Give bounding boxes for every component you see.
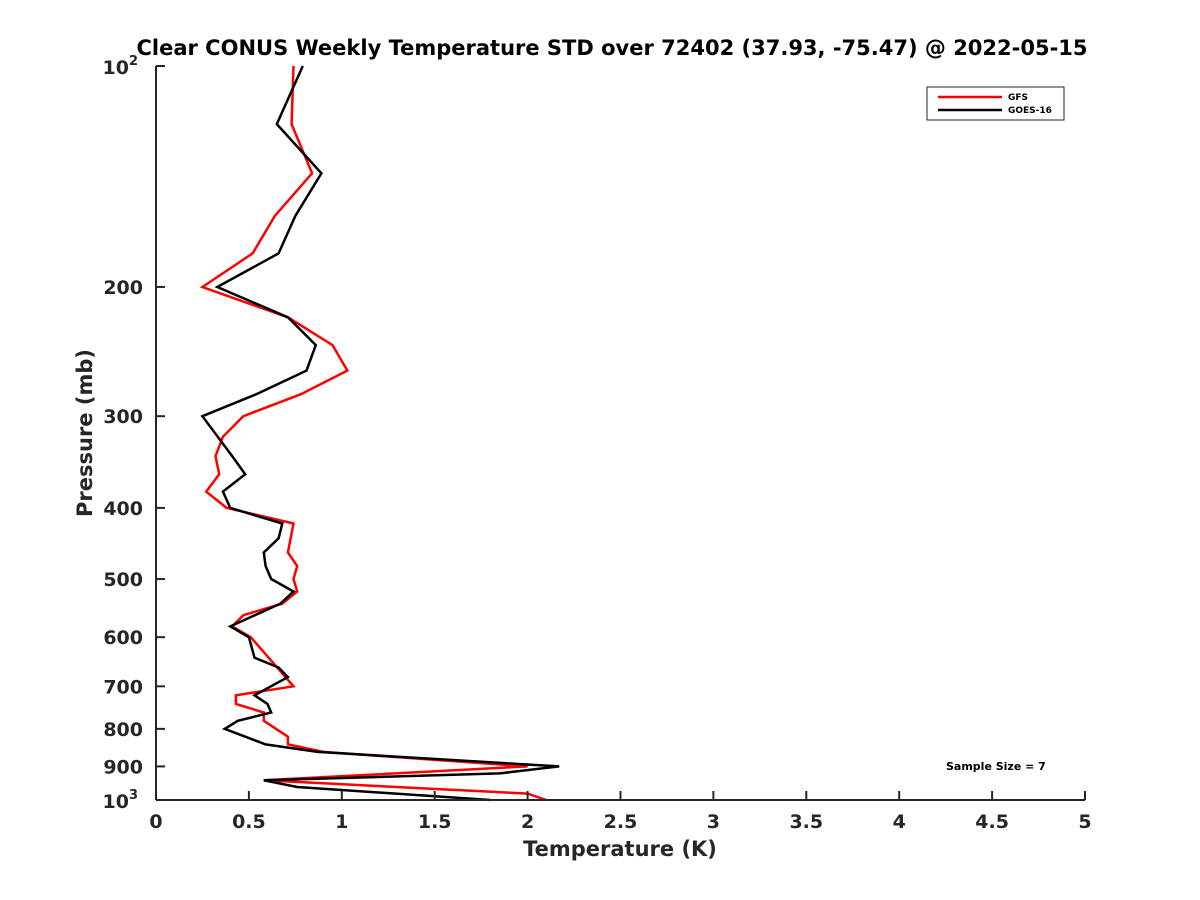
sample-size-annotation: Sample Size = 7 (946, 760, 1046, 773)
x-tick-label: 0.5 (232, 811, 266, 833)
x-tick-label: 4 (893, 811, 906, 833)
series-line-gfs (199, 65, 547, 802)
x-tick-label: 2.5 (604, 811, 638, 833)
y-tick-label: 500 (103, 569, 143, 591)
y-tick-label: 200 (103, 277, 143, 299)
y-axis-label: Pressure (mb) (73, 349, 97, 517)
chart-title: Clear CONUS Weekly Temperature STD over … (136, 36, 1087, 60)
x-tick-label: 3.5 (789, 811, 823, 833)
y-tick-label: 10 (103, 57, 129, 79)
x-tick-label: 1 (335, 811, 348, 833)
series-layer (199, 65, 560, 802)
y-tick-label-base: 10 (103, 57, 129, 79)
y-tick-label-base: 10 (103, 791, 129, 813)
x-tick-label: 3 (707, 811, 720, 833)
y-tick-label-exponent: 2 (129, 54, 138, 69)
x-axis-label: Temperature (K) (523, 837, 717, 861)
x-tick-label: 2 (521, 811, 534, 833)
y-tick-label-exponent: 3 (129, 788, 138, 803)
x-tick-label: 0 (149, 811, 162, 833)
y-tick-label: 800 (103, 719, 143, 741)
y-tick-label: 300 (103, 406, 143, 428)
legend-label-gfs: GFS (1008, 93, 1028, 103)
legend-box (926, 86, 1065, 121)
y-tick-label: 10 (103, 791, 129, 813)
x-tick-label: 5 (1078, 811, 1091, 833)
x-tick-label: 1.5 (418, 811, 452, 833)
y-tick-label: 700 (103, 676, 143, 698)
x-tick-label: 4.5 (975, 811, 1009, 833)
y-tick-label: 600 (103, 627, 143, 649)
x-ticks: 0 0.5 1 1.5 2 2.5 3 3.5 4 4.5 5 (149, 791, 1092, 833)
legend: GFS GOES-16 (926, 86, 1065, 121)
series-line-goes16 (200, 65, 560, 802)
y-tick-label: 400 (103, 498, 143, 520)
legend-label-goes16: GOES-16 (1008, 106, 1052, 116)
y-tick-label: 900 (103, 756, 143, 778)
